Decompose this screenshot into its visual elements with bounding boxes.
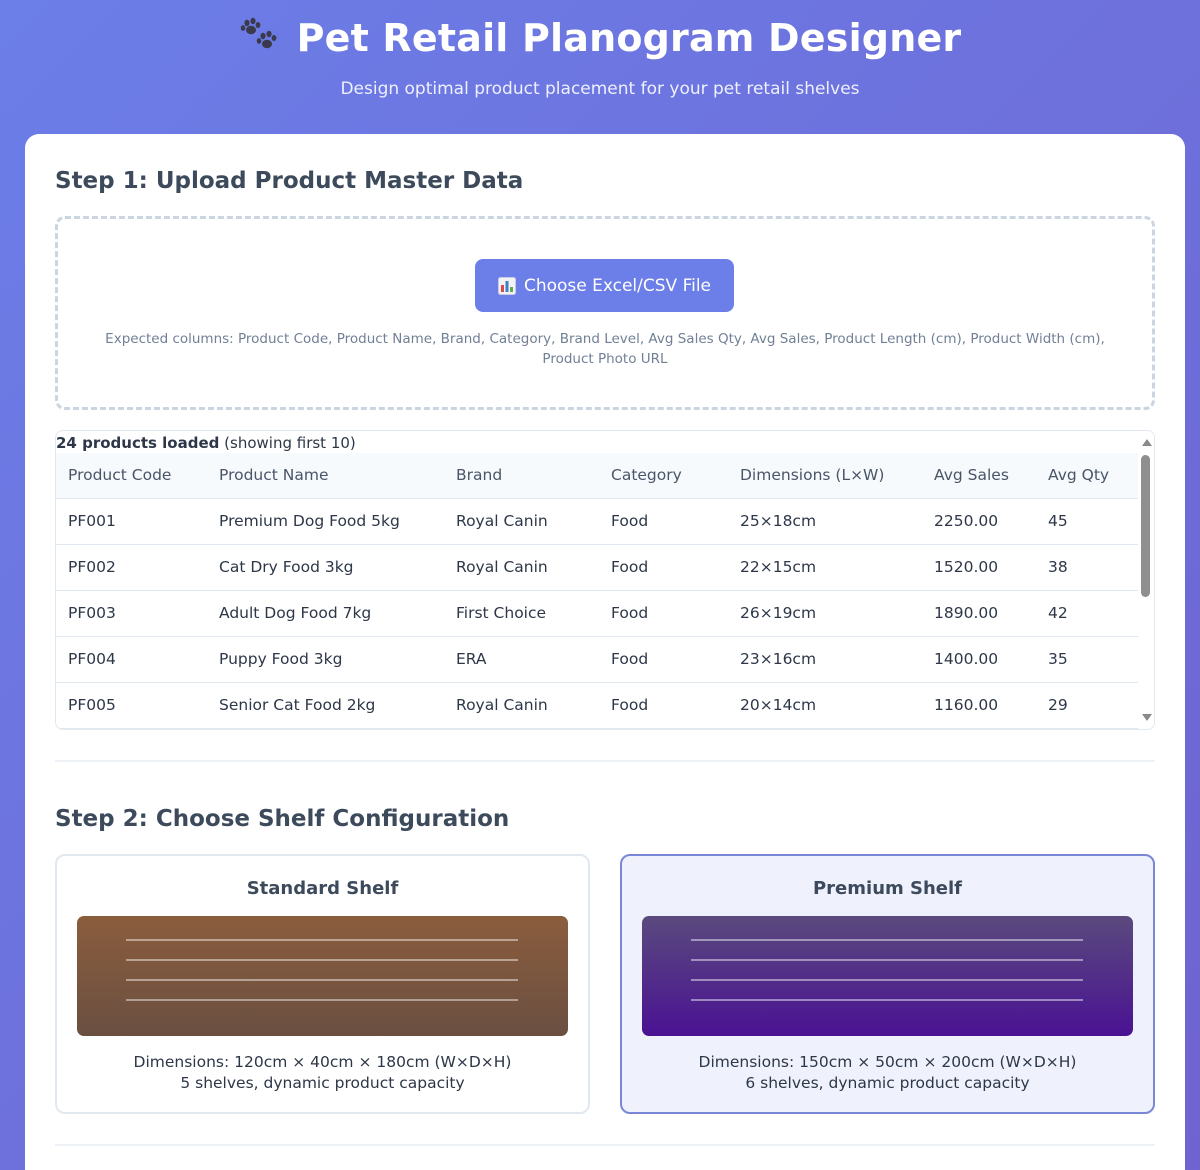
cell-avg-qty: 42 <box>1036 590 1139 637</box>
cell-avg-sales: 1400.00 <box>922 636 1036 683</box>
scroll-down-arrow-icon[interactable] <box>1142 714 1152 721</box>
shelf-capacity: 5 shelves, dynamic product capacity <box>180 1074 465 1092</box>
shelf-dimensions: Dimensions: 150cm × 50cm × 200cm (W×D×H) <box>698 1053 1077 1071</box>
cell-product-name: Puppy Food 3kg <box>207 636 444 683</box>
bar-chart-icon <box>497 276 516 295</box>
premium-shelf-illustration <box>642 916 1133 1036</box>
choose-file-button[interactable]: Choose Excel/CSV File <box>475 259 734 312</box>
shelf-line <box>691 979 1083 981</box>
step2-title: Step 2: Choose Shelf Configuration <box>55 806 510 832</box>
page-header: Pet Retail Planogram Designer Design opt… <box>0 0 1200 99</box>
cell-dimensions: 26×19cm <box>728 590 922 637</box>
header-product-name: Product Name <box>207 453 444 499</box>
cell-category: Food <box>599 682 728 729</box>
header-category: Category <box>599 453 728 499</box>
table-row: PF001 Premium Dog Food 5kg Royal Canin F… <box>56 498 1139 545</box>
cell-brand: Royal Canin <box>444 544 599 591</box>
shelf-line <box>126 959 518 961</box>
cell-dimensions: 23×16cm <box>728 636 922 683</box>
cell-brand: Royal Canin <box>444 682 599 729</box>
header-avg-sales: Avg Sales <box>922 453 1036 499</box>
section-divider <box>55 760 1155 762</box>
cell-product-code: PF004 <box>56 636 207 683</box>
header-brand: Brand <box>444 453 599 499</box>
cell-avg-qty: 38 <box>1036 544 1139 591</box>
shelf-line <box>126 939 518 941</box>
paw-prints-icon <box>240 17 277 49</box>
cell-dimensions: 20×14cm <box>728 682 922 729</box>
cell-product-name: Premium Dog Food 5kg <box>207 498 444 545</box>
header-dimensions: Dimensions (L×W) <box>728 453 922 499</box>
cell-avg-sales: 1520.00 <box>922 544 1036 591</box>
cell-avg-qty: 35 <box>1036 636 1139 683</box>
cell-brand: First Choice <box>444 590 599 637</box>
table-scrollbar[interactable] <box>1138 431 1154 729</box>
page-title-text: Pet Retail Planogram Designer <box>296 16 962 60</box>
products-loaded-status: 24 products loaded (showing first 10) <box>56 434 356 452</box>
cell-category: Food <box>599 590 728 637</box>
cell-product-code: PF002 <box>56 544 207 591</box>
table-row: PF003 Adult Dog Food 7kg First Choice Fo… <box>56 590 1139 637</box>
step1-title: Step 1: Upload Product Master Data <box>55 168 524 194</box>
section-divider <box>55 1144 1155 1146</box>
table-header-row: Product Code Product Name Brand Category… <box>56 453 1139 499</box>
cell-avg-qty: 29 <box>1036 682 1139 729</box>
cell-dimensions: 25×18cm <box>728 498 922 545</box>
upload-dropzone[interactable]: Choose Excel/CSV File Expected columns: … <box>55 216 1155 410</box>
header-avg-qty: Avg Qty <box>1036 453 1139 499</box>
cell-category: Food <box>599 498 728 545</box>
page-subtitle: Design optimal product placement for you… <box>340 79 860 99</box>
product-table-container[interactable]: 24 products loaded (showing first 10) Pr… <box>55 430 1155 730</box>
shelf-line <box>691 939 1083 941</box>
cell-avg-sales: 2250.00 <box>922 498 1036 545</box>
cell-product-name: Cat Dry Food 3kg <box>207 544 444 591</box>
shelf-name: Premium Shelf <box>812 878 963 899</box>
shelf-line <box>126 979 518 981</box>
header-product-code: Product Code <box>56 453 207 499</box>
cell-product-name: Adult Dog Food 7kg <box>207 590 444 637</box>
cell-dimensions: 22×15cm <box>728 544 922 591</box>
products-loaded-note: (showing first 10) <box>224 434 356 452</box>
cell-product-name: Senior Cat Food 2kg <box>207 682 444 729</box>
cell-brand: ERA <box>444 636 599 683</box>
shelf-details: Dimensions: 120cm × 40cm × 180cm (W×D×H)… <box>57 1052 588 1094</box>
expected-columns-hint: Expected columns: Product Code, Product … <box>105 331 1105 367</box>
cell-product-code: PF001 <box>56 498 207 545</box>
cell-category: Food <box>599 544 728 591</box>
product-table: Product Code Product Name Brand Category… <box>56 453 1139 729</box>
standard-shelf-option[interactable]: Standard Shelf Dimensions: 120cm × 40cm … <box>55 854 590 1114</box>
shelf-capacity: 6 shelves, dynamic product capacity <box>745 1074 1030 1092</box>
scrollbar-thumb[interactable] <box>1141 455 1150 597</box>
products-loaded-count: 24 products loaded <box>56 434 220 452</box>
cell-product-code: PF005 <box>56 682 207 729</box>
cell-avg-sales: 1160.00 <box>922 682 1036 729</box>
cell-brand: Royal Canin <box>444 498 599 545</box>
cell-avg-sales: 1890.00 <box>922 590 1036 637</box>
cell-category: Food <box>599 636 728 683</box>
shelf-line <box>691 999 1083 1001</box>
standard-shelf-illustration <box>77 916 568 1036</box>
main-card: Step 1: Upload Product Master Data Choos… <box>25 134 1185 1170</box>
shelf-line <box>126 999 518 1001</box>
shelf-name: Standard Shelf <box>246 878 399 899</box>
choose-file-label: Choose Excel/CSV File <box>523 275 712 296</box>
shelf-line <box>691 959 1083 961</box>
shelf-dimensions: Dimensions: 120cm × 40cm × 180cm (W×D×H) <box>133 1053 512 1071</box>
premium-shelf-option[interactable]: Premium Shelf Dimensions: 150cm × 50cm ×… <box>620 854 1155 1114</box>
page-title: Pet Retail Planogram Designer <box>0 14 1200 62</box>
table-row: PF004 Puppy Food 3kg ERA Food 23×16cm 14… <box>56 636 1139 683</box>
cell-product-code: PF003 <box>56 590 207 637</box>
scroll-up-arrow-icon[interactable] <box>1142 439 1152 446</box>
table-row: PF005 Senior Cat Food 2kg Royal Canin Fo… <box>56 682 1139 729</box>
table-row: PF002 Cat Dry Food 3kg Royal Canin Food … <box>56 544 1139 591</box>
cell-avg-qty: 45 <box>1036 498 1139 545</box>
shelf-details: Dimensions: 150cm × 50cm × 200cm (W×D×H)… <box>622 1052 1153 1094</box>
